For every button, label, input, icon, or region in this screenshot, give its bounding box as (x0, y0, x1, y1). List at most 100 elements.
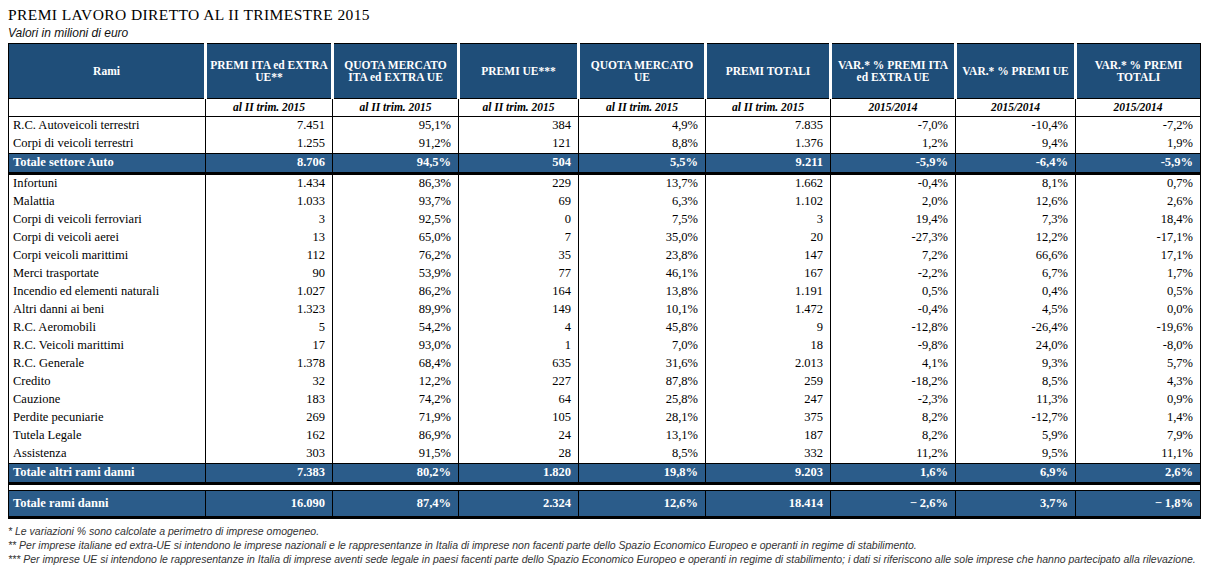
value-cell: 5,5% (579, 153, 706, 173)
value-cell: -7,0% (831, 116, 956, 135)
value-cell: 0,5% (1076, 283, 1201, 301)
value-cell: 149 (459, 301, 579, 319)
value-cell: -0,4% (831, 301, 956, 319)
value-cell: 3 (206, 211, 333, 229)
value-cell: 12,6% (956, 193, 1076, 211)
value-cell: 4 (459, 319, 579, 337)
value-cell: 93,7% (333, 193, 459, 211)
value-cell: 1.472 (706, 301, 831, 319)
value-cell: -27,3% (831, 229, 956, 247)
value-cell: 303 (206, 445, 333, 464)
footnote-imprese-ita-extra-ue: ** Per imprese italiane ed extra-UE si i… (8, 539, 1201, 552)
value-cell: 9,5% (956, 445, 1076, 464)
value-cell: -12,8% (831, 319, 956, 337)
value-cell: 8,2% (831, 409, 956, 427)
column-subheader: al II trim. 2015 (459, 98, 579, 116)
value-cell: 24,0% (956, 337, 1076, 355)
value-cell: 5 (206, 319, 333, 337)
value-cell: 229 (459, 173, 579, 193)
value-cell: 66,6% (956, 247, 1076, 265)
value-cell: 1,6% (831, 463, 956, 483)
value-cell: 19,8% (579, 463, 706, 483)
value-cell: 45,8% (579, 319, 706, 337)
value-cell: 69 (459, 193, 579, 211)
table-row: R.C. Veicoli marittimi1793,0%17,0%18-9,8… (9, 337, 1201, 355)
subheader-row: al II trim. 2015al II trim. 2015al II tr… (9, 98, 1201, 116)
value-cell: 91,5% (333, 445, 459, 464)
value-cell: 32 (206, 373, 333, 391)
value-cell: 9 (706, 319, 831, 337)
column-subheader: al II trim. 2015 (706, 98, 831, 116)
value-cell: 11,1% (1076, 445, 1201, 464)
table-row: Tutela Legale16286,9%2413,1%1878,2%5,9%7… (9, 427, 1201, 445)
value-cell: -17,1% (1076, 229, 1201, 247)
value-cell: 1,9% (1076, 135, 1201, 154)
value-cell: 89,9% (333, 301, 459, 319)
table-row: Totale altri rami danni7.38380,2%1.82019… (9, 463, 1201, 483)
spacer-cell (9, 483, 1201, 490)
value-cell: 7,5% (579, 211, 706, 229)
row-label-cell: Tutela Legale (9, 427, 206, 445)
value-cell: 112 (206, 247, 333, 265)
value-cell: 3,7% (956, 490, 1076, 517)
value-cell: 1.376 (706, 135, 831, 154)
value-cell: -6,4% (956, 153, 1076, 173)
row-label-cell: Corpi di veicoli terrestri (9, 135, 206, 154)
column-header: PREMI TOTALI (706, 43, 831, 98)
value-cell: 2,6% (1076, 193, 1201, 211)
column-subheader: 2015/2014 (956, 98, 1076, 116)
value-cell: 164 (459, 283, 579, 301)
value-cell: 9.203 (706, 463, 831, 483)
value-cell: 18,4% (1076, 211, 1201, 229)
column-header: Rami (9, 43, 206, 98)
value-cell: 227 (459, 373, 579, 391)
value-cell: 87,4% (333, 490, 459, 517)
value-cell: 635 (459, 355, 579, 373)
value-cell: 6,7% (956, 265, 1076, 283)
row-label-cell: Totale altri rami danni (9, 463, 206, 483)
column-header: PREMI UE*** (459, 43, 579, 98)
value-cell: 6,3% (579, 193, 706, 211)
value-cell: 1.434 (206, 173, 333, 193)
row-label-cell: Corpi di veicoli aerei (9, 229, 206, 247)
premi-table: RamiPREMI ITA ed EXTRA UE**QUOTA MERCATO… (8, 43, 1201, 519)
value-cell: 9,3% (956, 355, 1076, 373)
table-row: R.C. Generale1.37868,4%63531,6%2.0134,1%… (9, 355, 1201, 373)
value-cell: 9.211 (706, 153, 831, 173)
value-cell: 19,4% (831, 211, 956, 229)
value-cell: 12,6% (579, 490, 706, 517)
value-cell: 90 (206, 265, 333, 283)
value-cell: 187 (706, 427, 831, 445)
value-cell: 4,9% (579, 116, 706, 135)
table-row: Perdite pecuniarie26971,9%10528,1%3758,2… (9, 409, 1201, 427)
column-header: VAR.* % PREMI UE (956, 43, 1076, 98)
table-row: Assistenza30391,5%288,5%33211,2%9,5%11,1… (9, 445, 1201, 464)
value-cell: 12,2% (956, 229, 1076, 247)
value-cell: 1,4% (1076, 409, 1201, 427)
value-cell: 7,0% (579, 337, 706, 355)
value-cell: 11,3% (956, 391, 1076, 409)
value-cell: 28,1% (579, 409, 706, 427)
spacer-row (9, 483, 1201, 490)
value-cell: − 2,6% (831, 490, 956, 517)
value-cell: 86,2% (333, 283, 459, 301)
value-cell: 1.378 (206, 355, 333, 373)
value-cell: 54,2% (333, 319, 459, 337)
value-cell: 35 (459, 247, 579, 265)
column-subheader: al II trim. 2015 (333, 98, 459, 116)
value-cell: 2,0% (831, 193, 956, 211)
value-cell: 7,9% (1076, 427, 1201, 445)
column-header: VAR.* % PREMI TOTALI (1076, 43, 1201, 98)
value-cell: 17 (206, 337, 333, 355)
value-cell: 2.324 (459, 490, 579, 517)
row-label-cell: R.C. Autoveicoli terrestri (9, 116, 206, 135)
row-label-cell: Corpi di veicoli ferroviari (9, 211, 206, 229)
value-cell: 375 (706, 409, 831, 427)
value-cell: 0 (459, 211, 579, 229)
value-cell: 77 (459, 265, 579, 283)
value-cell: 0,0% (1076, 301, 1201, 319)
value-cell: 183 (206, 391, 333, 409)
value-cell: 86,9% (333, 427, 459, 445)
value-cell: 86,3% (333, 173, 459, 193)
value-cell: 94,5% (333, 153, 459, 173)
